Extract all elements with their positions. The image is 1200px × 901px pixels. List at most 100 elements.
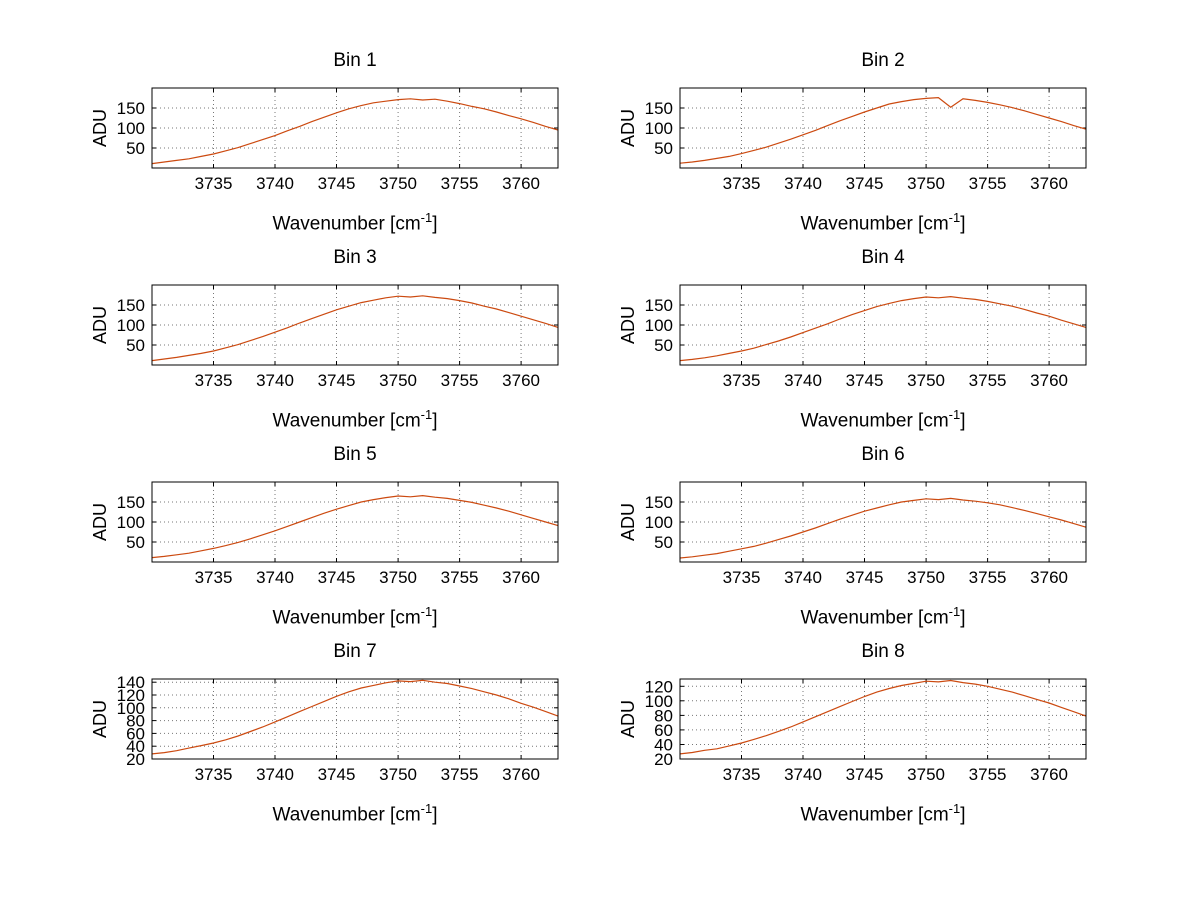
- subplot-bin-4: Bin 4 3735 3740 3745 3750 3755 3760 50 100 150 AD…: [620, 243, 1120, 440]
- svg-text:3760: 3760: [1030, 568, 1068, 587]
- svg-text:3760: 3760: [502, 174, 540, 193]
- x-axis-label-text: Wavenumber [cm: [800, 607, 949, 629]
- x-axis-label: Wavenumber [cm-1]: [152, 407, 558, 432]
- svg-text:3750: 3750: [379, 568, 417, 587]
- svg-text:40: 40: [126, 737, 145, 756]
- x-axis-label-superscript: -1: [948, 407, 961, 422]
- svg-text:3755: 3755: [969, 174, 1007, 193]
- x-axis-label-close: ]: [960, 213, 966, 235]
- plot-title: Bin 1: [333, 50, 377, 71]
- svg-text:ADU: ADU: [92, 503, 110, 541]
- svg-text:3750: 3750: [379, 371, 417, 390]
- svg-text:3760: 3760: [1030, 174, 1068, 193]
- x-axis-label-superscript: -1: [948, 210, 961, 225]
- svg-text:50: 50: [654, 139, 673, 158]
- x-axis-label: Wavenumber [cm-1]: [152, 604, 558, 629]
- svg-text:50: 50: [126, 533, 145, 552]
- svg-text:50: 50: [126, 139, 145, 158]
- subplot-bin-2: Bin 2 3735 3740 3745 3750 3755 3760 50 100 150 AD…: [620, 46, 1120, 243]
- subplot-bin-7: Bin 7 3735 3740 3745 3750 3755 3760 20 40 60 80 10…: [92, 637, 592, 834]
- svg-text:3745: 3745: [318, 371, 356, 390]
- x-axis-label-superscript: -1: [420, 210, 433, 225]
- svg-text:3735: 3735: [723, 174, 761, 193]
- svg-text:150: 150: [645, 296, 673, 315]
- svg-text:50: 50: [126, 336, 145, 355]
- x-axis-label-text: Wavenumber [cm: [800, 410, 949, 432]
- svg-text:3755: 3755: [441, 174, 479, 193]
- subplot-bin-6: Bin 6 3735 3740 3745 3750 3755 3760 50 100 150 AD…: [620, 440, 1120, 637]
- svg-text:100: 100: [117, 119, 145, 138]
- x-axis-label-text: Wavenumber [cm: [272, 213, 421, 235]
- svg-text:3760: 3760: [1030, 765, 1068, 784]
- svg-text:150: 150: [117, 296, 145, 315]
- svg-text:3745: 3745: [846, 765, 884, 784]
- svg-text:3740: 3740: [256, 371, 294, 390]
- svg-text:3750: 3750: [907, 765, 945, 784]
- svg-text:3735: 3735: [195, 765, 233, 784]
- subplot-bin-3: Bin 3 3735 3740 3745 3750 3755 3760 50 100 150 AD…: [92, 243, 592, 440]
- svg-text:100: 100: [117, 699, 145, 718]
- svg-text:3745: 3745: [318, 765, 356, 784]
- svg-text:3740: 3740: [784, 371, 822, 390]
- svg-text:100: 100: [645, 692, 673, 711]
- svg-text:3735: 3735: [723, 371, 761, 390]
- svg-text:20: 20: [654, 750, 673, 769]
- x-axis-label-close: ]: [960, 607, 966, 629]
- svg-text:100: 100: [645, 513, 673, 532]
- svg-text:150: 150: [645, 493, 673, 512]
- svg-text:120: 120: [645, 677, 673, 696]
- svg-text:150: 150: [117, 493, 145, 512]
- svg-text:60: 60: [654, 721, 673, 740]
- svg-text:3755: 3755: [969, 765, 1007, 784]
- subplot-bin-8: Bin 8 3735 3740 3745 3750 3755 3760 20 40 60 80 10…: [620, 637, 1120, 834]
- svg-text:3740: 3740: [256, 765, 294, 784]
- svg-text:ADU: ADU: [620, 503, 638, 541]
- svg-text:3735: 3735: [195, 568, 233, 587]
- x-axis-label: Wavenumber [cm-1]: [680, 210, 1086, 235]
- svg-text:60: 60: [126, 724, 145, 743]
- svg-text:80: 80: [126, 712, 145, 731]
- svg-text:100: 100: [117, 513, 145, 532]
- svg-text:3745: 3745: [318, 174, 356, 193]
- x-axis-label-text: Wavenumber [cm: [272, 410, 421, 432]
- svg-text:40: 40: [654, 736, 673, 755]
- svg-text:100: 100: [645, 316, 673, 335]
- svg-text:3740: 3740: [784, 568, 822, 587]
- svg-text:ADU: ADU: [92, 700, 110, 738]
- svg-text:3750: 3750: [379, 765, 417, 784]
- svg-text:150: 150: [645, 99, 673, 118]
- x-axis-label-superscript: -1: [420, 407, 433, 422]
- svg-text:3755: 3755: [969, 568, 1007, 587]
- plot-canvas-bin-7: 3735 3740 3745 3750 3755 3760 2040608010012014…: [92, 673, 559, 784]
- svg-text:50: 50: [654, 336, 673, 355]
- svg-text:3740: 3740: [784, 765, 822, 784]
- x-axis-label: Wavenumber [cm-1]: [680, 604, 1086, 629]
- plot-title: Bin 2: [861, 50, 905, 71]
- svg-text:20: 20: [126, 750, 145, 769]
- plot-title: Bin 6: [861, 444, 905, 465]
- svg-text:3760: 3760: [502, 765, 540, 784]
- x-axis-label: Wavenumber [cm-1]: [152, 801, 558, 826]
- x-axis-label-close: ]: [432, 410, 438, 432]
- x-axis-label-superscript: -1: [948, 801, 961, 816]
- svg-text:80: 80: [654, 706, 673, 725]
- svg-text:3760: 3760: [502, 568, 540, 587]
- x-axis-label-superscript: -1: [420, 801, 433, 816]
- svg-text:3755: 3755: [441, 765, 479, 784]
- x-axis-label-close: ]: [432, 804, 438, 826]
- svg-text:3755: 3755: [441, 568, 479, 587]
- svg-text:ADU: ADU: [620, 700, 638, 738]
- svg-text:ADU: ADU: [620, 109, 638, 147]
- plot-title: Bin 7: [333, 641, 377, 662]
- svg-text:3735: 3735: [195, 371, 233, 390]
- svg-text:100: 100: [117, 316, 145, 335]
- x-axis-label-superscript: -1: [948, 604, 961, 619]
- svg-text:100: 100: [645, 119, 673, 138]
